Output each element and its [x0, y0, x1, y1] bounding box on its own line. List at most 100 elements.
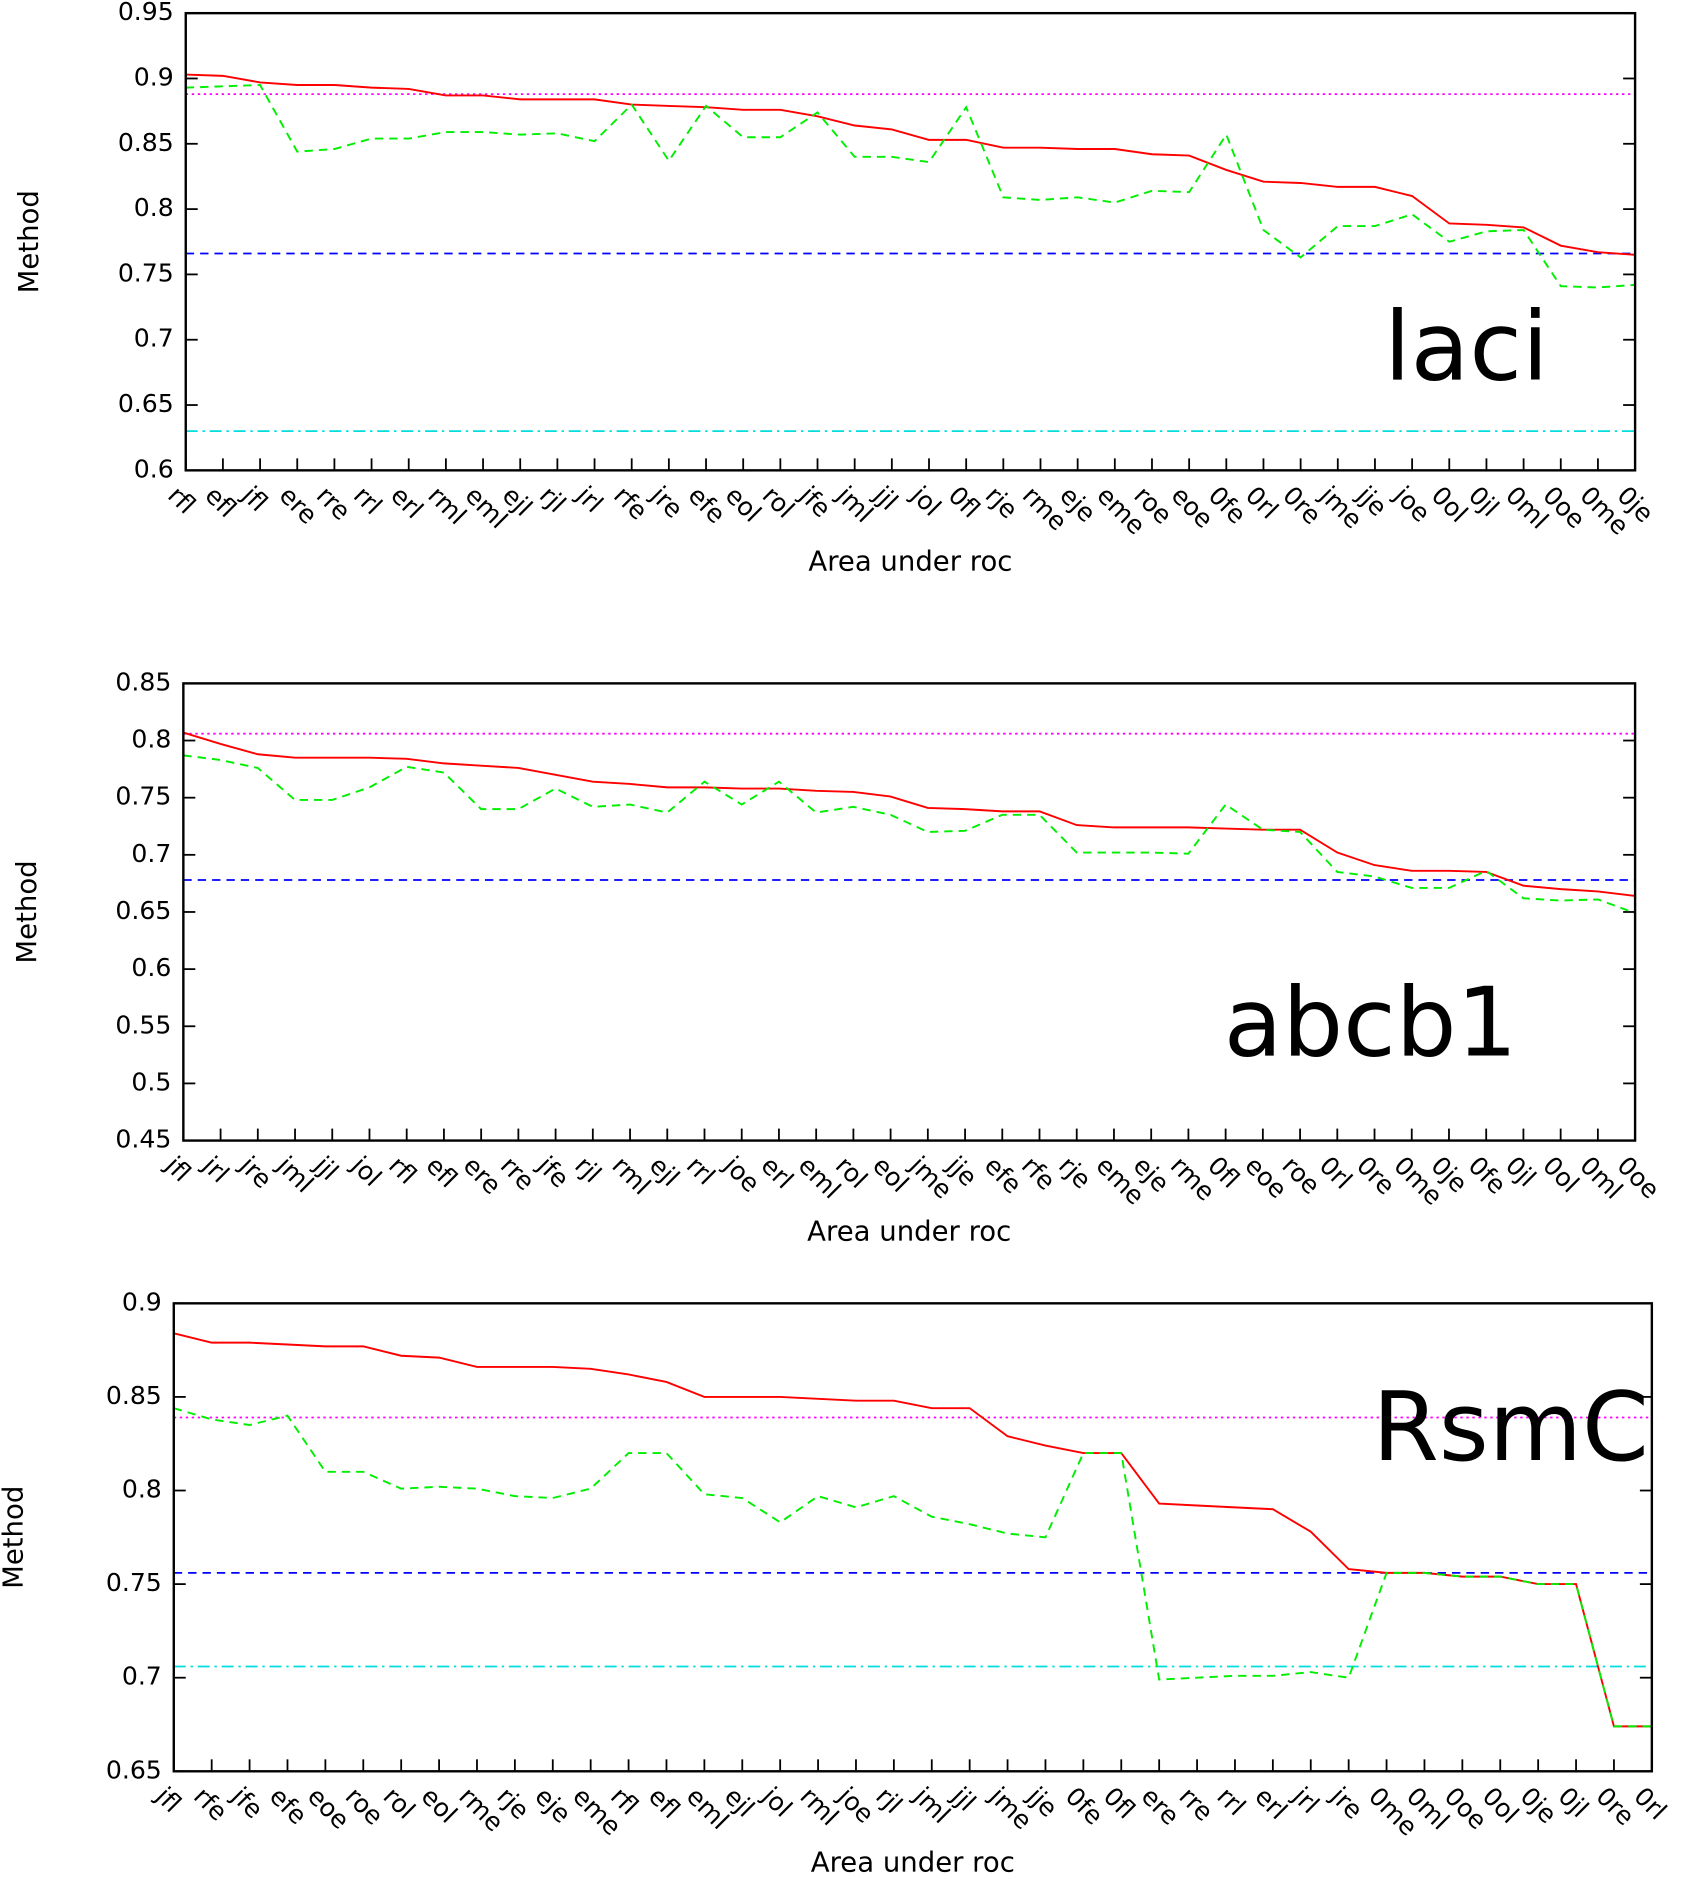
plot-frame [182, 682, 1637, 1142]
x-tick-label: jrl [570, 480, 608, 518]
data-line [183, 754, 1636, 915]
x-tick-label: rjl [569, 1151, 607, 1189]
x-tick-label: jrl [196, 1150, 234, 1188]
x-tick-label: jfl [159, 1150, 196, 1187]
x-tick-label: ere [1136, 1782, 1185, 1831]
y-tick-label: 0.9 [122, 1287, 162, 1316]
x-tick-label: rol [757, 481, 800, 524]
y-axis-label: Method [0, 1486, 30, 1589]
y-tick-label: 0.75 [115, 782, 171, 811]
y-tick-label: 0.45 [115, 1125, 171, 1154]
y-tick-label: 0.5 [131, 1067, 171, 1096]
x-tick-label: 0oe [1612, 1151, 1666, 1205]
x-tick-label: erl [385, 481, 429, 525]
x-tick-label: 0rl [1314, 1151, 1358, 1195]
data-line [185, 84, 1636, 289]
chart-annotation: laci [1384, 290, 1549, 402]
x-tick-label: rfe [1016, 1151, 1061, 1196]
y-tick-label: 0.75 [106, 1568, 162, 1597]
x-tick-label: 0jl [1500, 1151, 1542, 1193]
x-tick-label: jfl [236, 480, 273, 517]
y-tick-label: 0.55 [115, 1010, 171, 1039]
y-tick-label: 0.6 [134, 454, 174, 483]
x-tick-label: rfe [608, 481, 653, 526]
x-axis-label: Area under roc [811, 1846, 1015, 1878]
y-tick-label: 0.9 [134, 62, 174, 91]
x-tick-label: jfe [225, 1781, 268, 1824]
x-tick-label: efl [420, 1151, 463, 1194]
y-tick-label: 0.85 [118, 128, 174, 157]
x-axis-label: Area under roc [808, 546, 1012, 578]
x-tick-label: 0fl [943, 481, 986, 524]
y-tick-label: 0.6 [131, 953, 171, 982]
x-tick-label: jre [1324, 1781, 1368, 1825]
x-tick-label: rje [1053, 1151, 1097, 1195]
x-tick-label: eol [416, 1782, 463, 1829]
x-tick-label: rre [311, 481, 356, 526]
y-tick-label: 0.8 [134, 193, 174, 222]
plot-frame [184, 11, 1637, 472]
x-tick-label: efl [643, 1782, 686, 1825]
chart-annotation: RsmC [1372, 1371, 1649, 1483]
x-tick-label: efl [199, 481, 242, 524]
x-tick-label: rjl [870, 1782, 908, 1820]
chart-annotation: abcb1 [1224, 967, 1518, 1079]
y-tick-label: 0.7 [122, 1662, 162, 1691]
x-tick-label: 0ol [1537, 1151, 1585, 1199]
x-tick-label: 0je [1515, 1782, 1563, 1830]
x-tick-label: jml [908, 1781, 956, 1829]
x-tick-label: 0fe [1060, 1782, 1109, 1831]
y-axis-label: Method [13, 190, 45, 293]
x-tick-label: rjl [534, 481, 572, 519]
y-tick-label: 0.65 [115, 896, 171, 925]
y-tick-label: 0.85 [106, 1381, 162, 1410]
x-tick-label: rre [1174, 1782, 1219, 1827]
y-tick-label: 0.65 [106, 1755, 162, 1784]
data-line [185, 73, 1636, 256]
x-tick-label: rrl [1211, 1782, 1251, 1822]
y-tick-label: 0.8 [131, 725, 171, 754]
x-tick-label: jfe [793, 480, 836, 523]
data-line [183, 731, 1636, 897]
x-tick-label: jol [756, 1781, 798, 1823]
y-tick-label: 0.95 [118, 0, 174, 26]
x-tick-label: jfe [531, 1150, 574, 1193]
x-tick-label: rfe [188, 1782, 233, 1827]
x-tick-label: jol [905, 480, 947, 522]
x-tick-label: 0rl [1628, 1782, 1672, 1826]
y-tick-label: 0.85 [115, 667, 171, 696]
x-tick-label: 0jl [1463, 481, 1505, 523]
y-tick-label: 0.65 [118, 389, 174, 418]
x-tick-label: 0rl [1240, 481, 1284, 525]
x-axis-label: Area under roc [807, 1216, 1011, 1248]
x-tick-label: 0jl [1552, 1782, 1594, 1824]
x-tick-label: efe [264, 1782, 313, 1831]
x-tick-label: jol [345, 1150, 387, 1192]
x-tick-label: eol [867, 1151, 914, 1198]
x-tick-label: erl [755, 1151, 799, 1195]
y-tick-label: 0.7 [131, 839, 171, 868]
x-tick-label: eje [529, 1782, 576, 1829]
x-tick-label: roe [340, 1782, 389, 1831]
plot-frame [172, 1302, 1654, 1773]
x-tick-label: jre [645, 480, 689, 524]
x-tick-label: rol [378, 1782, 421, 1825]
x-tick-label: joe [832, 1781, 880, 1829]
x-tick-label: rfl [162, 481, 201, 520]
x-tick-label: jre [234, 1150, 278, 1194]
x-tick-label: 0fl [1098, 1782, 1141, 1825]
y-tick-label: 0.75 [118, 258, 174, 287]
x-tick-label: jfl [150, 1781, 187, 1818]
x-tick-label: rje [980, 481, 1024, 525]
x-tick-label: rre [495, 1151, 540, 1196]
x-tick-label: eol [720, 481, 767, 528]
x-tick-label: rrl [681, 1151, 721, 1191]
x-tick-label: rrl [348, 481, 388, 521]
x-tick-label: rfl [383, 1151, 422, 1190]
y-tick-label: 0.8 [122, 1475, 162, 1504]
x-tick-label: jrl [1286, 1781, 1324, 1819]
y-axis-label: Method [11, 860, 43, 963]
x-tick-label: erl [1249, 1782, 1293, 1826]
